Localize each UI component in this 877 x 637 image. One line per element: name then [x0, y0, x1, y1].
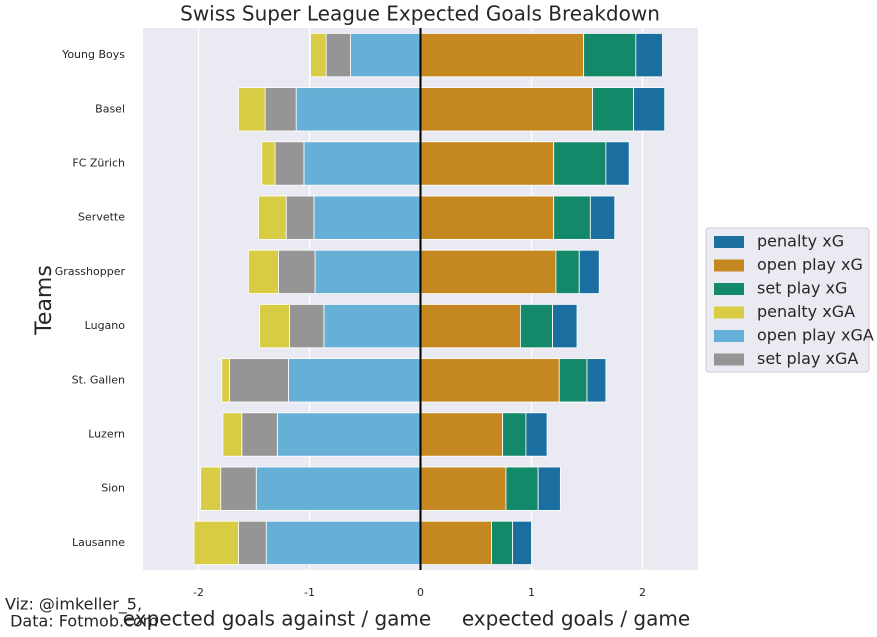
bar-segment [558, 358, 588, 403]
chart-title: Swiss Super League Expected Goals Breakd… [180, 2, 660, 26]
bar-segment [248, 249, 279, 294]
bar-segment [502, 412, 527, 457]
bar-segment [420, 304, 521, 349]
bar-segment [555, 249, 580, 294]
y-tick-label: Sion [101, 482, 125, 495]
legend-swatch [714, 306, 744, 319]
bar-segment [420, 520, 492, 565]
legend-label: set play xG [757, 279, 847, 298]
legend-label: set play xGA [757, 349, 858, 368]
y-tick-label: Grasshopper [55, 265, 126, 278]
bar-segment [520, 304, 553, 349]
bar-segment [261, 141, 276, 186]
annotation: Data: Fotmob.com [5, 612, 158, 631]
bar-segment [276, 412, 421, 457]
bar-segment [578, 249, 600, 294]
bar-segment [605, 141, 630, 186]
bar-segment [633, 87, 666, 132]
bar-segment [420, 358, 560, 403]
bar-segment [220, 466, 257, 511]
bar-segment [229, 358, 289, 403]
y-tick-label: St. Gallen [72, 373, 125, 386]
y-tick-label: Lausanne [72, 536, 125, 549]
bar-segment [491, 520, 514, 565]
bar-segment [420, 412, 504, 457]
legend-swatch [714, 353, 744, 366]
bar-segment [264, 87, 297, 132]
bar-segment [238, 87, 266, 132]
legend-box [705, 227, 870, 373]
bar-segment [420, 141, 555, 186]
bar-segment [314, 249, 421, 294]
bar-segment [259, 304, 290, 349]
bar-segment [241, 412, 278, 457]
y-axis-title: Teams [32, 265, 57, 336]
bar-segment [295, 87, 421, 132]
y-tick-label: Lugano [85, 319, 126, 332]
y-tick-label: Servette [78, 211, 125, 224]
bar-segment [586, 358, 607, 403]
x-axis-title-right: expected goals / game [462, 607, 690, 631]
legend-label: open play xG [757, 255, 863, 274]
bar-segment [525, 412, 548, 457]
x-tick-label: 2 [639, 586, 646, 599]
legend-label: open play xGA [757, 326, 874, 345]
y-tick-label: Luzern [88, 428, 125, 441]
y-tick-label: Young Boys [61, 48, 125, 61]
bar-segment [278, 249, 316, 294]
bar-segment [285, 195, 315, 240]
bar-segment [635, 33, 663, 78]
x-axis-title-left: expected goals against / game [123, 607, 431, 631]
legend-label: penalty xGA [757, 302, 855, 321]
bar-segment [553, 195, 591, 240]
legend-label: penalty xG [757, 232, 844, 251]
x-tick-label: 0 [417, 586, 424, 599]
bar-segment [537, 466, 561, 511]
legend-swatch [714, 283, 744, 295]
legend-swatch [714, 259, 744, 272]
bar-segment [420, 195, 555, 240]
bar-segment [420, 466, 507, 511]
bar-segment [552, 304, 578, 349]
bar-segment [222, 412, 243, 457]
bar-segment [512, 520, 532, 565]
bar-segment [274, 141, 305, 186]
bar-segment [265, 520, 421, 565]
y-tick-label: FC Zürich [72, 157, 125, 170]
bar-segment [420, 87, 593, 132]
x-tick-label: 1 [528, 586, 535, 599]
bar-segment [553, 141, 607, 186]
bar-segment [303, 141, 421, 186]
bar-segment [238, 520, 267, 565]
bar-segment [288, 358, 421, 403]
bar-segment [310, 33, 327, 78]
bar-segment [505, 466, 539, 511]
bar-segment [350, 33, 421, 78]
legend-swatch [714, 330, 744, 342]
bar-segment [583, 33, 637, 78]
x-tick-label: -2 [193, 586, 204, 599]
legend-swatch [714, 236, 744, 248]
bars [193, 33, 666, 565]
bar-segment [325, 33, 351, 78]
y-tick-label: Basel [95, 102, 125, 115]
bar-segment [589, 195, 616, 240]
bar-segment [289, 304, 325, 349]
bar-segment [193, 520, 239, 565]
annotation: Viz: @imkeller_5, [5, 595, 142, 615]
bar-segment [255, 466, 421, 511]
bar-segment [313, 195, 421, 240]
bar-segment [323, 304, 421, 349]
bar-segment [221, 358, 230, 403]
x-tick-label: -1 [304, 586, 315, 599]
bar-segment [420, 249, 557, 294]
bar-segment [592, 87, 635, 132]
bar-segment [200, 466, 222, 511]
bar-segment [420, 33, 585, 78]
bar-segment [258, 195, 287, 240]
